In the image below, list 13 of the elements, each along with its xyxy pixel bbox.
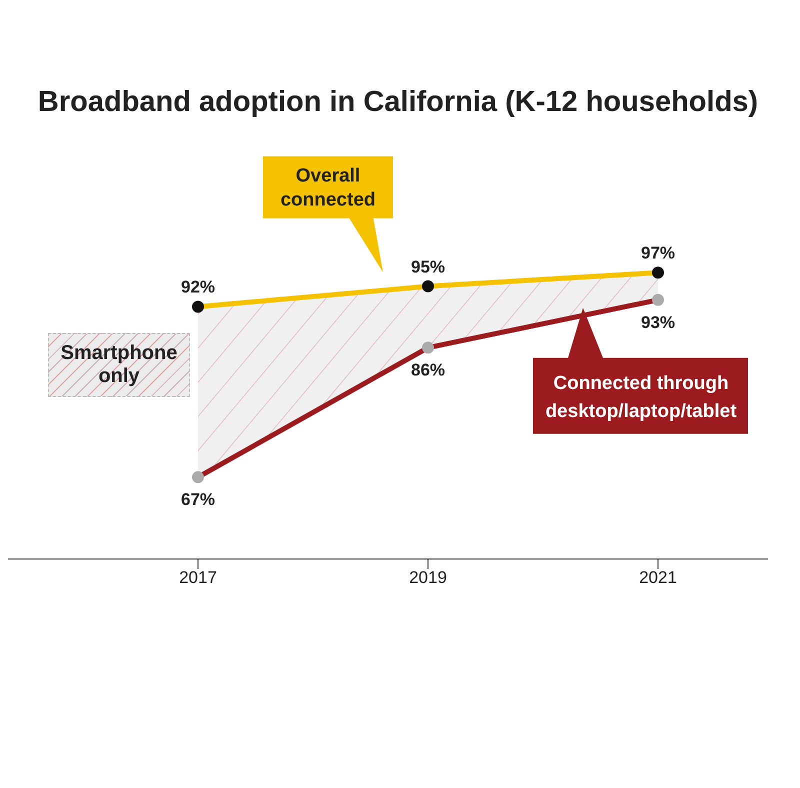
data-label: 86%: [410, 360, 446, 380]
text: Connected through desktop/laptop/tablet: [545, 372, 738, 422]
annotation: Smartphone only: [48, 333, 190, 397]
data-label: 92%: [180, 278, 216, 297]
text: Overall connected: [280, 165, 376, 210]
data-label: 67%: [180, 490, 216, 510]
x-tick-label: 2017: [179, 568, 217, 588]
data-label: 97%: [640, 244, 676, 263]
data-label: 93%: [640, 312, 676, 332]
x-tick-label: 2021: [639, 568, 677, 588]
data-label: 95%: [410, 257, 446, 276]
x-tick-label: 2019: [409, 568, 447, 588]
chart-title: Broadband adoption in California (K-12 households): [36, 85, 760, 120]
